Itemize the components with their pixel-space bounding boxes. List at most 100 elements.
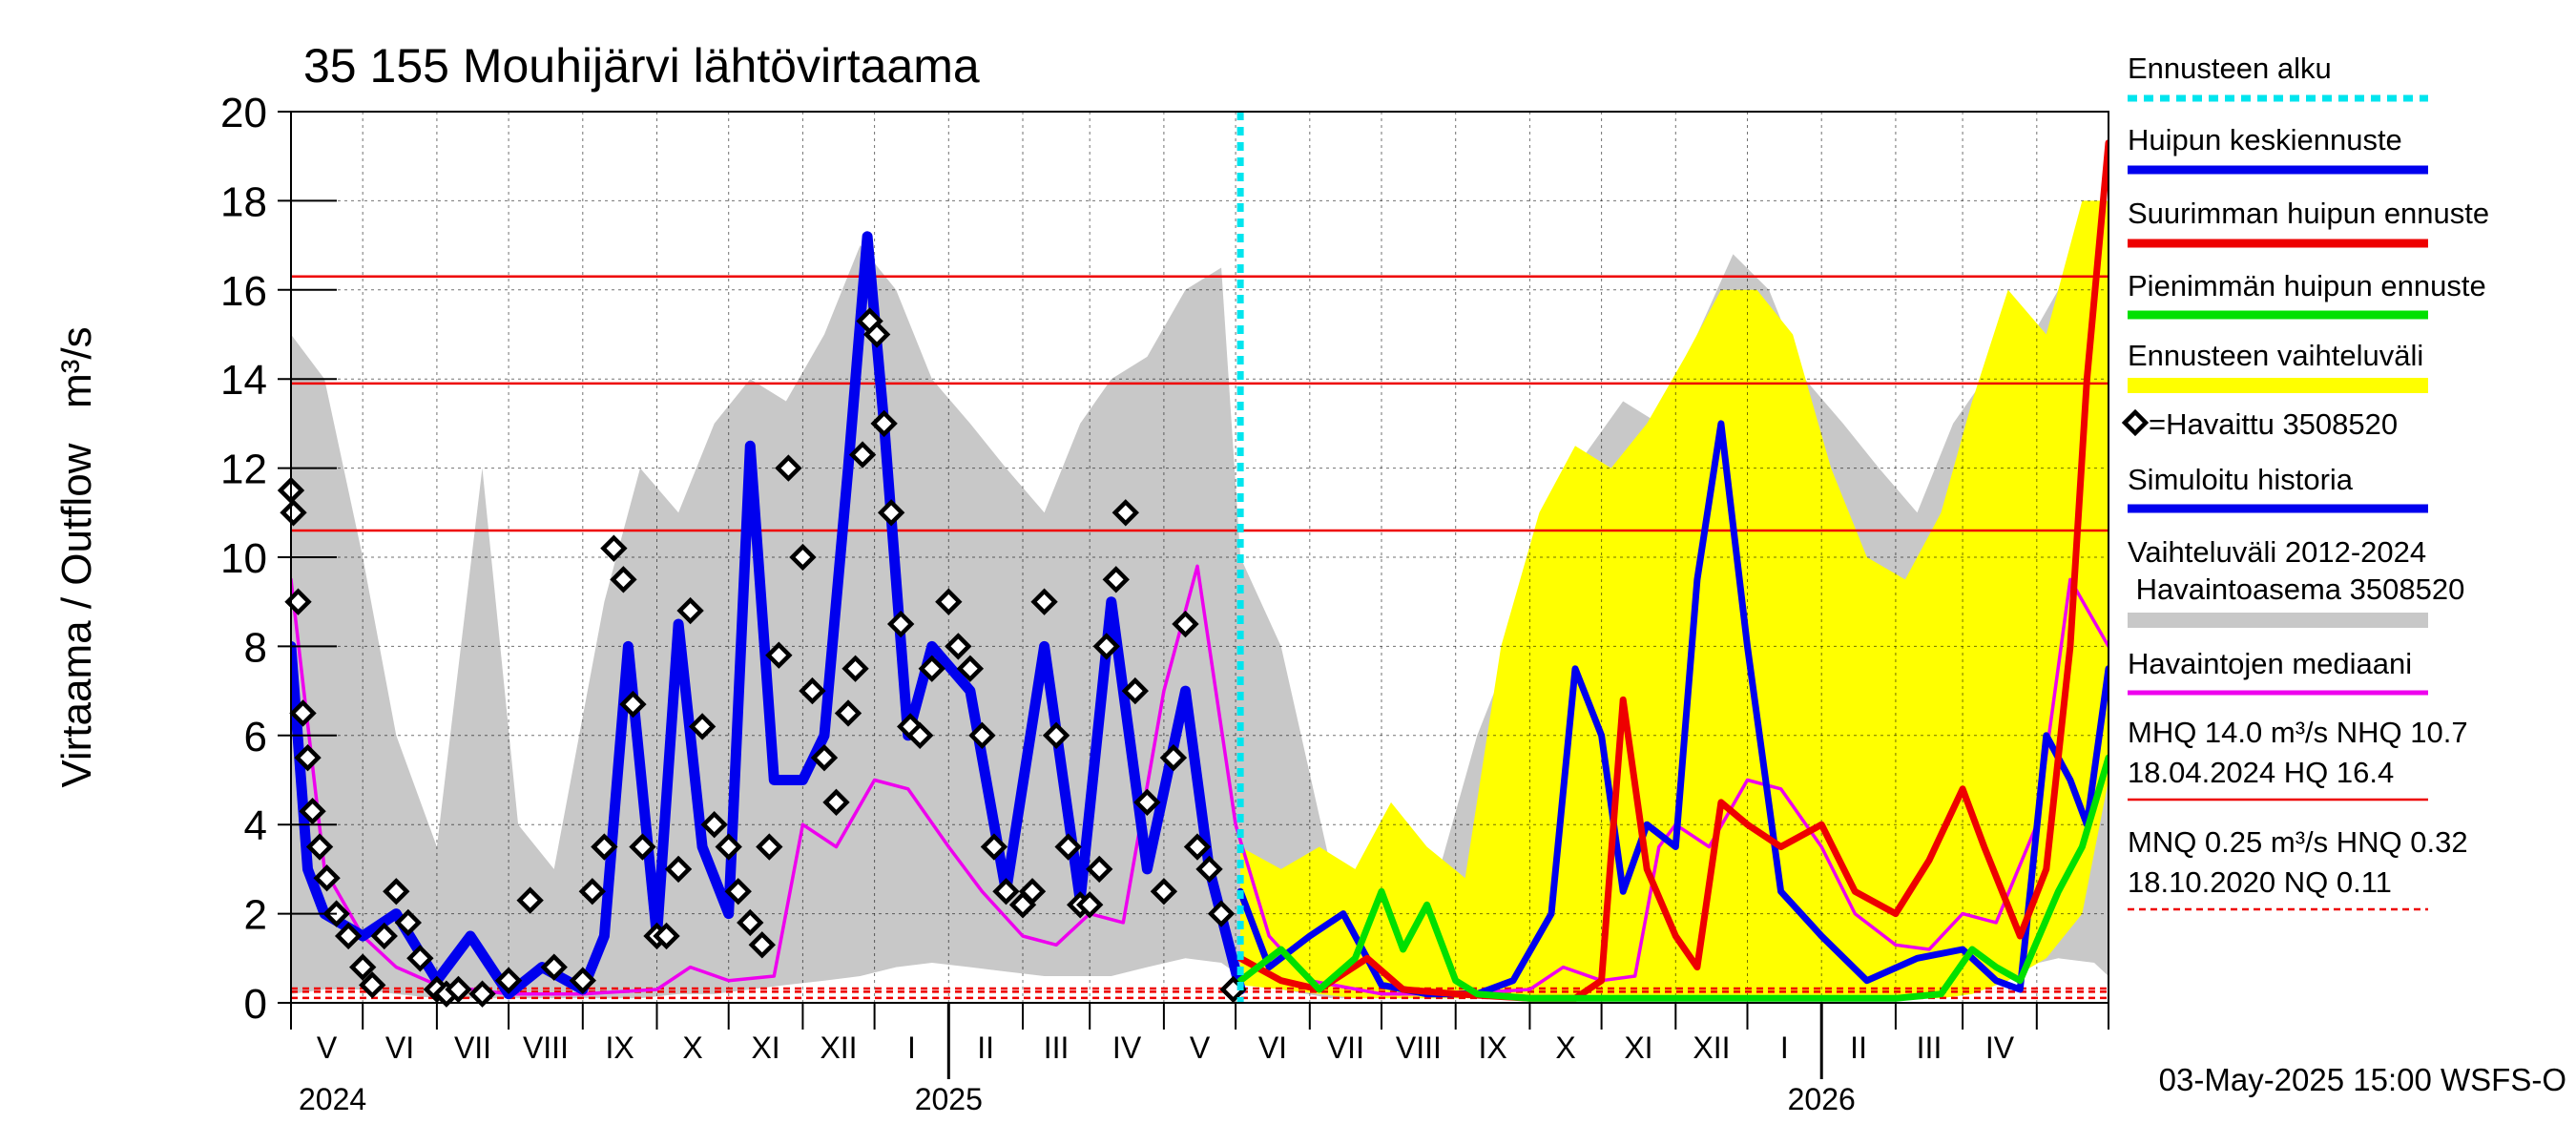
month-label: VIII: [1396, 1030, 1442, 1065]
stats-low-line1: MNQ 0.25 m³/s HNQ 0.32: [2128, 825, 2468, 859]
series-line-1: [291, 231, 1246, 1000]
observed-marker: [918, 655, 945, 682]
observed-marker: [516, 886, 544, 914]
observed-marker: [789, 543, 817, 572]
observed-marker: [715, 833, 742, 861]
legend-label: Ennusteen alku: [2128, 52, 2332, 85]
timestamp: 03-May-2025 15:00 WSFS-O: [2159, 1062, 2566, 1097]
observed-marker: [748, 931, 776, 959]
band-1: [1240, 200, 2109, 999]
observed-marker: [1018, 878, 1047, 906]
observed-marker: [299, 798, 326, 825]
observed-marker: [591, 833, 618, 861]
observed-marker: [349, 953, 377, 981]
observed-marker: [1159, 743, 1188, 772]
y-tick-label: 14: [220, 357, 267, 404]
month-label: I: [1780, 1030, 1789, 1065]
observed-marker: [1111, 499, 1139, 527]
legend-label: Havaintojen mediaani: [2128, 647, 2412, 680]
series-line-0: [291, 564, 2109, 996]
observed-marker: [1207, 900, 1236, 927]
y-tick-label: 16: [220, 268, 267, 315]
observed-marker: [494, 967, 523, 994]
observed-marker: [629, 833, 656, 861]
axes: V VI VII VIII IX X XI XII I II III IV V VI VII VIII IX X X…: [220, 90, 2109, 1116]
y-tick-label: 0: [244, 981, 267, 1028]
observed-marker: [676, 596, 704, 625]
observed-marker: [359, 971, 386, 999]
legend-label: Suurimman huipun ennuste: [2128, 197, 2489, 230]
month-label: VIII: [523, 1030, 569, 1065]
observed-marker: [956, 655, 985, 682]
observed-marker: [886, 610, 915, 638]
observed-marker: [877, 499, 905, 527]
legend: Ennusteen alku Huipun keskiennuste Suurimm…: [2121, 52, 2489, 696]
month-label: V: [317, 1030, 338, 1065]
observed-marker: [1121, 677, 1150, 705]
observed-marker: [968, 721, 996, 749]
observed-marker: [688, 713, 717, 740]
month-label: XI: [751, 1030, 779, 1065]
month-label: XII: [820, 1030, 857, 1065]
month-label: IX: [606, 1030, 634, 1065]
observed-marker: [394, 908, 423, 937]
y-tick-label: 6: [244, 714, 267, 760]
observed-marker: [578, 878, 607, 906]
year-label: 2024: [299, 1082, 366, 1116]
observed-marker: [406, 945, 434, 972]
chart-title: 35 155 Mouhijärvi lähtövirtaama: [303, 39, 980, 93]
observed-marker: [756, 833, 783, 861]
month-label: XII: [1693, 1030, 1730, 1065]
observed-marker: [313, 864, 341, 892]
observed-marker: [1102, 566, 1130, 593]
month-label: III: [1917, 1030, 1942, 1065]
month-label: X: [682, 1030, 702, 1065]
series-lines: [291, 139, 2109, 1002]
observed-marker: [1183, 833, 1212, 861]
stats-high-line2: 18.04.2024 HQ 16.4: [2128, 756, 2394, 789]
observed-marker: [1042, 721, 1070, 749]
y-tick-label: 2: [244, 892, 267, 939]
observed-marker: [1133, 788, 1161, 817]
y-axis-label: Virtaama / Outflow m³/s: [53, 326, 100, 787]
month-label: II: [1850, 1030, 1867, 1065]
month-label: X: [1555, 1030, 1575, 1065]
month-label: VII: [454, 1030, 491, 1065]
observed-markers: [277, 307, 1247, 1008]
y-tick-label: 8: [244, 624, 267, 671]
observed-marker: [610, 566, 637, 593]
month-label: VII: [1327, 1030, 1364, 1065]
legend-label: Havaintoasema 3508520: [2128, 572, 2464, 606]
observed-marker: [810, 743, 839, 772]
legend-label: Pienimmän huipun ennuste: [2128, 269, 2486, 302]
observed-marker: [700, 811, 728, 839]
legend-label: Simuloitu historia: [2128, 463, 2354, 496]
observed-marker: [1030, 588, 1058, 615]
observed-marker: [834, 699, 862, 727]
observed-marker: [540, 953, 568, 981]
month-label: III: [1044, 1030, 1070, 1065]
y-tick-label: 10: [220, 535, 267, 582]
month-label: II: [977, 1030, 994, 1065]
observed-marker: [445, 975, 472, 1004]
observed-marker: [294, 743, 322, 772]
observed-marker: [383, 878, 410, 906]
observed-marker: [992, 878, 1020, 906]
y-tick-label: 4: [244, 802, 267, 849]
year-label: 2025: [915, 1082, 983, 1116]
legend-label: Huipun keskiennuste: [2128, 123, 2402, 156]
observed-marker: [1076, 891, 1104, 919]
observed-marker: [1092, 633, 1120, 660]
month-label: VI: [1258, 1030, 1287, 1065]
observed-marker: [334, 922, 363, 950]
observed-marker: [935, 588, 963, 615]
observed-marker: [289, 699, 317, 727]
month-label: IV: [1985, 1030, 2015, 1065]
observed-marker: [724, 878, 752, 906]
observed-marker: [619, 690, 647, 718]
month-label: IX: [1478, 1030, 1506, 1065]
observed-marker: [870, 409, 898, 438]
observed-marker: [600, 534, 628, 562]
month-label: VI: [385, 1030, 414, 1065]
